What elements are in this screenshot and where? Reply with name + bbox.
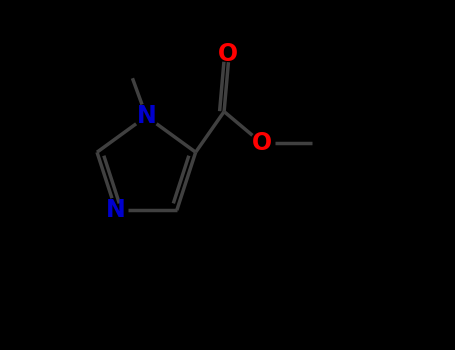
Text: N: N xyxy=(136,104,156,128)
Text: N: N xyxy=(106,198,126,222)
Text: O: O xyxy=(218,42,238,66)
Text: O: O xyxy=(252,132,272,155)
